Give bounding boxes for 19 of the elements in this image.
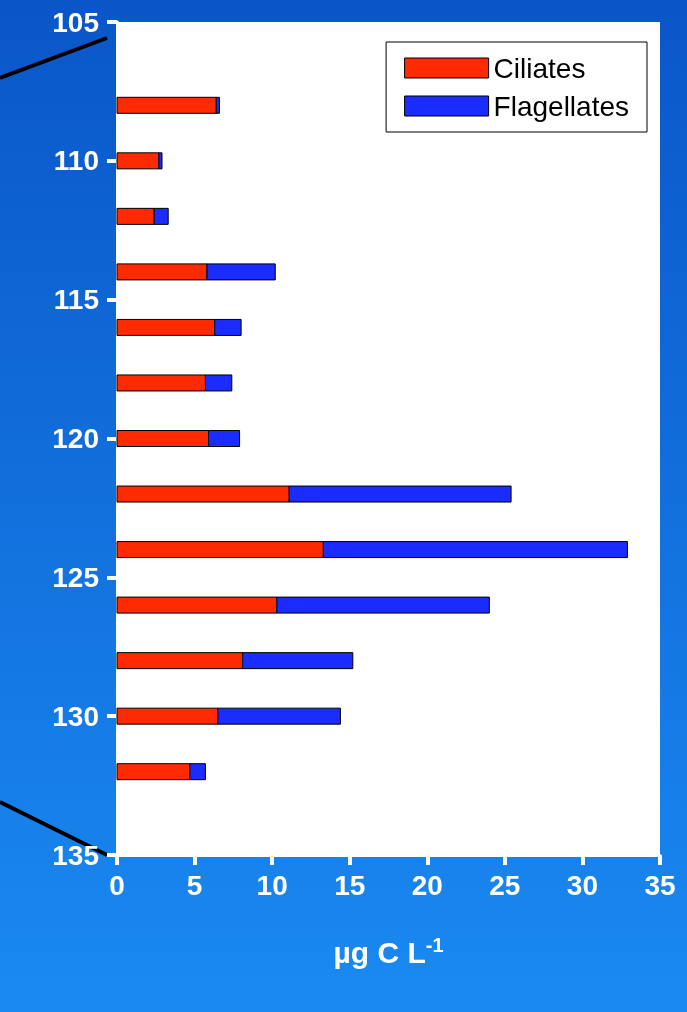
x-tick-label: 20 [411,869,443,901]
legend-label: Ciliates [493,52,586,84]
y-tick-label: 120 [52,423,99,454]
x-tick-label: 25 [489,869,521,901]
bar [116,96,217,114]
legend-label: Flagellates [493,90,629,122]
x-tick-label: 30 [566,869,599,901]
y-tick-label: 125 [52,561,99,593]
x-tick-label: 5 [186,869,203,901]
y-tick-label: 110 [53,145,99,177]
x-tick-label: 0 [109,869,125,901]
x-tick-label: 15 [334,869,366,901]
x-tick-label: 35 [644,869,676,901]
bar [116,152,160,170]
y-tick-label: 135 [52,839,99,871]
y-tick-label: 115 [53,284,99,316]
y-tick-label: 130 [52,700,99,732]
y-tick-label: 105 [52,6,99,38]
x-tick-label: 10 [256,869,288,901]
